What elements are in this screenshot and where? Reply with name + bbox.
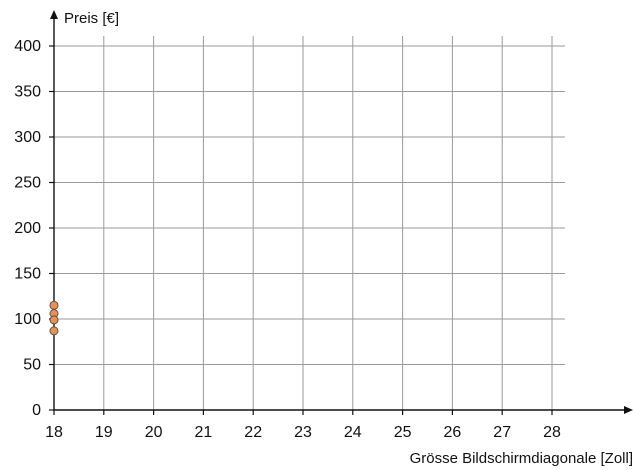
data-point: [49, 300, 59, 310]
x-tick-label: 28: [543, 424, 561, 441]
x-axis-label: Grösse Bildschirmdiagonale [Zoll]: [410, 450, 633, 467]
y-tick-label: 400: [14, 38, 41, 55]
y-tick-label: 100: [14, 311, 41, 328]
x-tick-label: 27: [493, 424, 511, 441]
x-tick-label: 21: [195, 424, 213, 441]
grid-lines: [54, 36, 565, 410]
y-tick-label: 350: [14, 84, 41, 101]
x-axis-arrow: [624, 406, 633, 414]
x-tick-label: 22: [244, 424, 262, 441]
y-tick-label: 250: [14, 175, 41, 192]
axes: [49, 10, 633, 415]
data-points: [49, 300, 59, 336]
y-axis-label: Preis [€]: [64, 10, 119, 27]
tick-labels: 18 19 20 21 22 23 24 25 26 27 28 0 50 100 150 200 250 300…: [14, 38, 561, 441]
x-tick-label: 20: [145, 424, 163, 441]
x-tick-label: 25: [394, 424, 412, 441]
data-point: [49, 315, 59, 325]
x-tick-label: 19: [95, 424, 113, 441]
x-tick-label: 26: [444, 424, 462, 441]
x-tick-label: 18: [45, 424, 63, 441]
x-tick-label: 23: [294, 424, 312, 441]
data-point: [49, 326, 59, 336]
y-tick-label: 200: [14, 220, 41, 237]
y-tick-label: 150: [14, 266, 41, 283]
y-tick-label: 300: [14, 129, 41, 146]
y-tick-label: 0: [32, 402, 41, 419]
y-tick-label: 50: [23, 357, 41, 374]
y-axis-arrow: [50, 10, 58, 19]
x-tick-label: 24: [344, 424, 362, 441]
